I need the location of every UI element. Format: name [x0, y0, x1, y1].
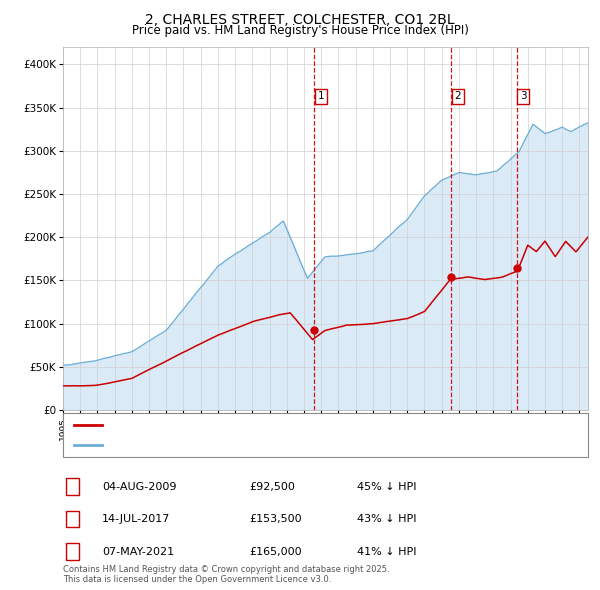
Text: 3: 3 [69, 547, 76, 556]
Text: £153,500: £153,500 [249, 514, 302, 524]
Text: 1: 1 [69, 482, 76, 491]
Text: 1: 1 [317, 91, 324, 101]
Text: 45% ↓ HPI: 45% ↓ HPI [357, 482, 416, 491]
Text: HPI: Average price, semi-detached house, Colchester: HPI: Average price, semi-detached house,… [107, 440, 385, 450]
Text: 3: 3 [520, 91, 527, 101]
Text: Contains HM Land Registry data © Crown copyright and database right 2025.
This d: Contains HM Land Registry data © Crown c… [63, 565, 389, 584]
Text: 2: 2 [69, 514, 76, 524]
Text: 14-JUL-2017: 14-JUL-2017 [102, 514, 170, 524]
Text: £92,500: £92,500 [249, 482, 295, 491]
Text: 41% ↓ HPI: 41% ↓ HPI [357, 547, 416, 556]
Text: 2, CHARLES STREET, COLCHESTER, CO1 2BL: 2, CHARLES STREET, COLCHESTER, CO1 2BL [145, 13, 455, 27]
Text: 2: 2 [454, 91, 461, 101]
Text: 2, CHARLES STREET, COLCHESTER, CO1 2BL (semi-detached house): 2, CHARLES STREET, COLCHESTER, CO1 2BL (… [107, 421, 462, 430]
Text: 43% ↓ HPI: 43% ↓ HPI [357, 514, 416, 524]
Text: 04-AUG-2009: 04-AUG-2009 [102, 482, 176, 491]
Text: 07-MAY-2021: 07-MAY-2021 [102, 547, 174, 556]
Text: Price paid vs. HM Land Registry's House Price Index (HPI): Price paid vs. HM Land Registry's House … [131, 24, 469, 37]
Text: £165,000: £165,000 [249, 547, 302, 556]
